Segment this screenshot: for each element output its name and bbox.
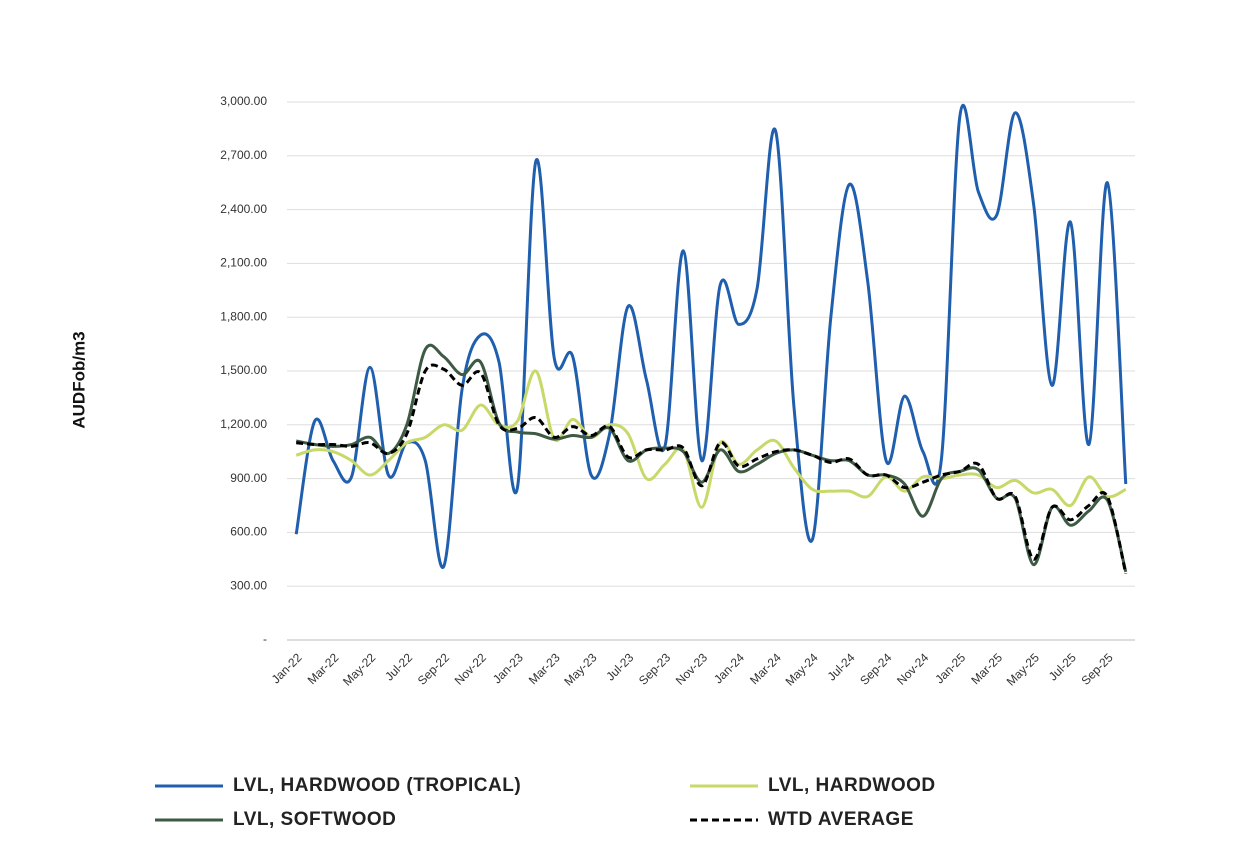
x-tick-label: Sep-24 [857, 650, 894, 687]
legend-label: LVL, SOFTWOOD [233, 809, 396, 830]
y-axis-label: AUDFob/m3 [69, 331, 88, 428]
x-tick-label: Mar-23 [526, 650, 563, 687]
x-tick-label: Jul-22 [382, 650, 415, 683]
x-tick-label: Sep-22 [415, 650, 452, 687]
x-tick-label: May-22 [340, 650, 378, 688]
y-tick-label: 2,100.00 [220, 256, 267, 270]
x-tick-label: Mar-24 [747, 650, 784, 687]
x-tick-label: Jan-23 [490, 650, 526, 686]
x-tick-label: Jan-25 [932, 650, 968, 686]
legend-label: LVL, HARDWOOD (TROPICAL) [233, 775, 521, 796]
x-tick-label: Mar-22 [305, 650, 342, 687]
x-tick-label: Sep-25 [1078, 650, 1115, 687]
x-tick-label: Sep-23 [636, 650, 673, 687]
y-tick-label: 2,400.00 [220, 202, 267, 216]
y-tick-label: 3,000.00 [220, 94, 267, 108]
y-tick-label: 300.00 [230, 578, 267, 592]
x-tick-label: Mar-25 [968, 650, 1005, 687]
series-line [296, 363, 1128, 574]
series-line [294, 103, 1128, 569]
y-tick-label: 600.00 [230, 525, 267, 539]
y-tick-label: - [263, 632, 267, 646]
y-tick-label: 2,700.00 [220, 148, 267, 162]
x-tick-label: May-23 [561, 650, 599, 688]
x-tick-label: Jul-25 [1046, 650, 1079, 683]
x-tick-label: Nov-24 [894, 650, 931, 687]
x-tick-label: Jan-24 [711, 650, 747, 686]
x-tick-label: Nov-23 [673, 650, 710, 687]
x-tick-label: May-24 [783, 650, 821, 688]
legend-label: LVL, HARDWOOD [768, 775, 936, 796]
x-tick-label: Jan-22 [269, 650, 305, 686]
legend-label: WTD AVERAGE [768, 809, 914, 830]
y-tick-label: 1,800.00 [220, 309, 267, 323]
x-tick-label: Jul-23 [603, 650, 636, 683]
x-tick-label: May-25 [1004, 650, 1042, 688]
y-tick-label: 900.00 [230, 471, 267, 485]
y-tick-label: 1,500.00 [220, 363, 267, 377]
x-tick-label: Nov-22 [452, 650, 489, 687]
x-tick-label: Jul-24 [825, 650, 858, 683]
y-tick-label: 1,200.00 [220, 417, 267, 431]
